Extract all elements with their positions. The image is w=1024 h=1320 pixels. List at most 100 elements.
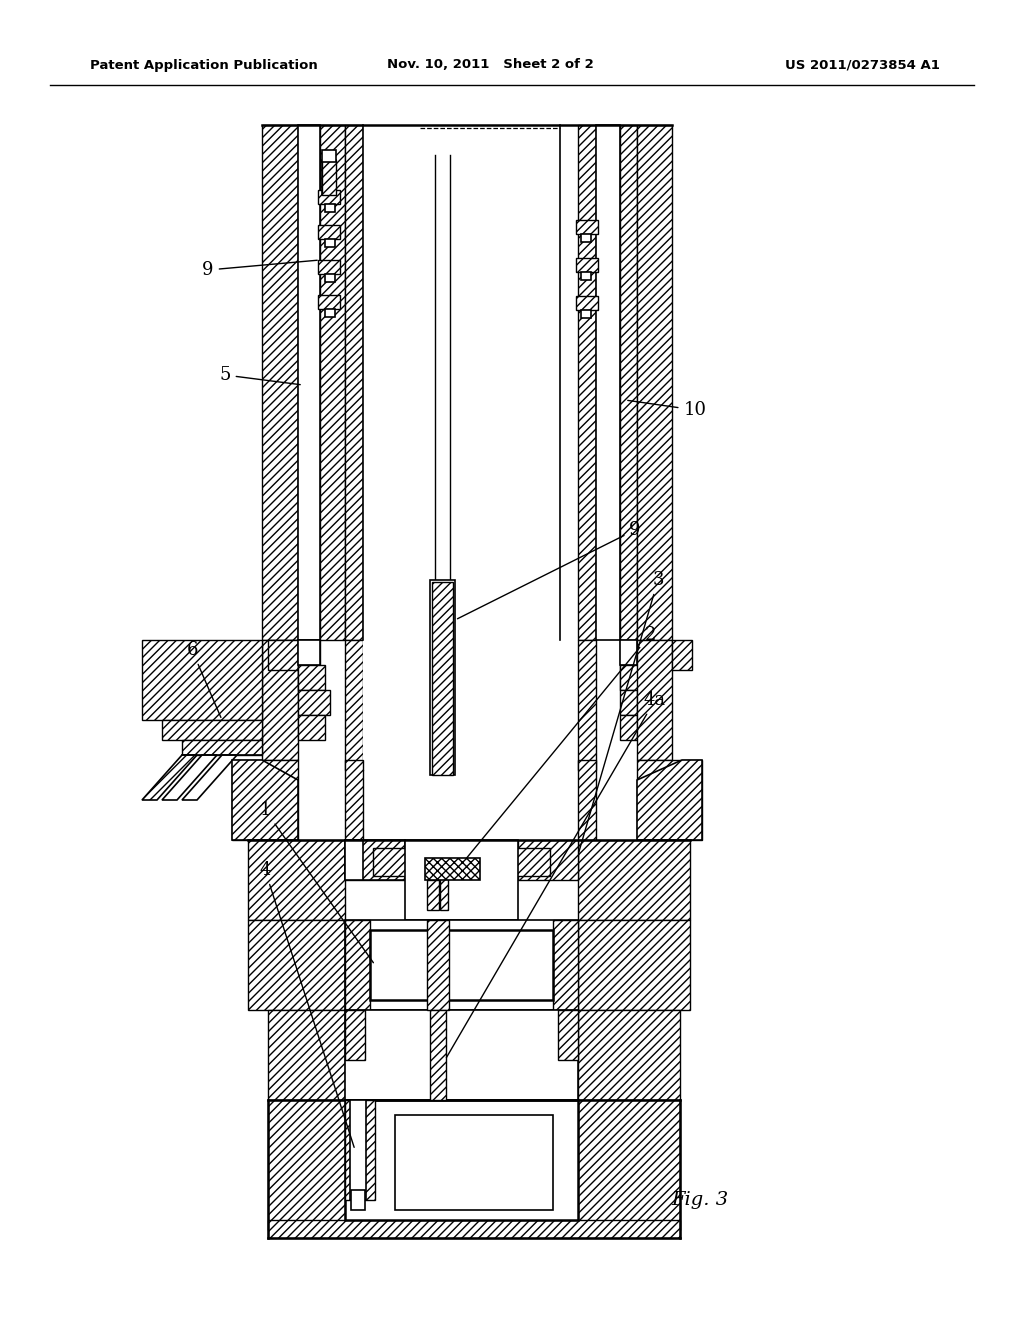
Bar xyxy=(325,239,335,247)
Bar xyxy=(425,858,480,880)
Bar xyxy=(345,920,578,1010)
Bar xyxy=(351,1191,365,1210)
Bar xyxy=(345,920,370,1010)
Bar xyxy=(248,920,345,1010)
Bar xyxy=(553,920,578,1010)
Bar xyxy=(298,640,319,665)
Polygon shape xyxy=(637,760,702,840)
Bar xyxy=(362,125,560,640)
Bar xyxy=(427,880,439,909)
Bar xyxy=(298,665,325,690)
Bar xyxy=(298,125,319,640)
Bar xyxy=(182,741,262,755)
Text: 1: 1 xyxy=(259,801,374,962)
Bar xyxy=(430,579,455,775)
Bar xyxy=(345,1010,578,1100)
Text: Fig. 3: Fig. 3 xyxy=(672,1191,728,1209)
Text: 9: 9 xyxy=(203,260,317,279)
Bar xyxy=(596,125,620,640)
Text: US 2011/0273854 A1: US 2011/0273854 A1 xyxy=(785,58,940,71)
Bar xyxy=(268,1220,680,1238)
Bar xyxy=(578,920,690,1010)
Bar xyxy=(637,125,672,640)
Polygon shape xyxy=(345,840,362,880)
Text: 2: 2 xyxy=(467,626,655,858)
Bar xyxy=(345,760,362,840)
Bar xyxy=(345,125,362,640)
Bar xyxy=(578,760,596,840)
Bar xyxy=(262,640,298,760)
Bar xyxy=(578,125,596,640)
Polygon shape xyxy=(162,755,217,800)
Bar xyxy=(268,1010,345,1100)
Bar xyxy=(319,125,345,640)
Bar xyxy=(318,190,340,205)
Bar xyxy=(350,1100,366,1200)
Bar xyxy=(427,920,449,1010)
Bar xyxy=(268,640,298,671)
Bar xyxy=(298,690,330,715)
Text: Nov. 10, 2011   Sheet 2 of 2: Nov. 10, 2011 Sheet 2 of 2 xyxy=(387,58,593,71)
Bar xyxy=(232,760,298,840)
Bar xyxy=(370,931,553,1001)
Bar xyxy=(362,640,560,770)
Bar xyxy=(575,296,598,310)
Bar xyxy=(578,840,690,920)
Bar xyxy=(345,1100,578,1220)
Bar xyxy=(432,582,453,775)
Bar xyxy=(470,847,550,876)
Bar xyxy=(406,840,518,920)
Bar xyxy=(620,640,637,665)
Bar xyxy=(581,234,591,242)
Polygon shape xyxy=(345,840,406,880)
Bar xyxy=(620,640,637,690)
Bar xyxy=(345,840,406,880)
Bar xyxy=(575,220,598,234)
Bar xyxy=(325,275,335,282)
Bar xyxy=(518,840,578,880)
Bar xyxy=(558,1010,578,1060)
Bar xyxy=(322,160,336,195)
Bar xyxy=(430,1010,446,1100)
Bar xyxy=(637,640,672,760)
Text: 10: 10 xyxy=(628,400,707,418)
Bar xyxy=(620,690,637,715)
Text: 4: 4 xyxy=(259,861,354,1147)
Text: 6: 6 xyxy=(186,642,221,718)
Bar xyxy=(248,840,345,920)
Bar xyxy=(325,309,335,317)
Bar xyxy=(318,224,340,239)
Bar xyxy=(620,665,642,690)
Bar xyxy=(262,125,298,640)
Bar xyxy=(268,1100,345,1230)
Bar xyxy=(322,160,336,195)
Bar xyxy=(345,640,362,770)
Bar xyxy=(298,715,325,741)
Bar xyxy=(578,640,596,770)
Bar xyxy=(142,640,262,719)
Bar xyxy=(162,719,262,741)
Bar xyxy=(318,294,340,309)
Bar xyxy=(578,1010,680,1100)
Polygon shape xyxy=(182,755,237,800)
Bar xyxy=(581,272,591,280)
Bar xyxy=(578,1100,680,1230)
Text: 9: 9 xyxy=(458,521,641,619)
Bar xyxy=(318,260,340,275)
Bar xyxy=(345,1100,375,1200)
Text: 3: 3 xyxy=(579,572,664,853)
Bar xyxy=(575,257,598,272)
Bar xyxy=(581,310,591,318)
Polygon shape xyxy=(232,760,298,840)
Polygon shape xyxy=(142,755,197,800)
Text: Patent Application Publication: Patent Application Publication xyxy=(90,58,317,71)
Bar xyxy=(620,125,637,640)
Text: 5: 5 xyxy=(219,366,300,384)
Bar xyxy=(322,150,336,162)
Bar xyxy=(620,715,637,741)
Bar xyxy=(345,1010,365,1060)
Bar xyxy=(440,878,449,909)
Text: 4a: 4a xyxy=(446,690,666,1057)
Bar xyxy=(325,205,335,213)
Bar xyxy=(395,1115,553,1210)
